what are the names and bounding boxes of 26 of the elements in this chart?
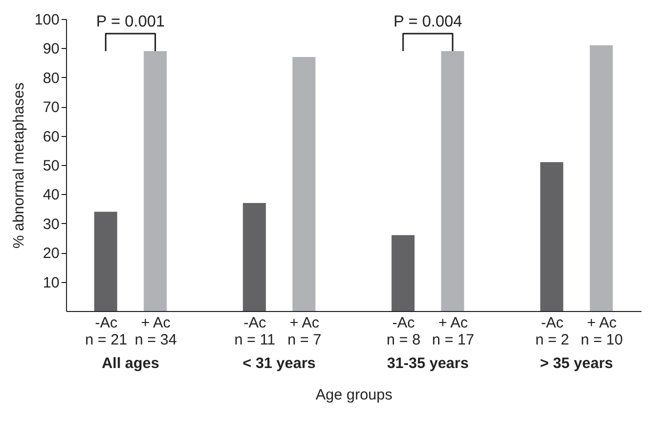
text: 31-35 years <box>386 355 469 372</box>
y-tick-label: 30 <box>42 216 60 233</box>
text: All ages <box>102 355 160 372</box>
y-tick-label: 50 <box>42 158 60 174</box>
annotation: P = 0.001 <box>96 14 165 31</box>
y-tick-label: 20 <box>42 245 60 262</box>
annotation: P = 0.004 <box>394 14 462 31</box>
x-tick-label: -Ac n = 8 <box>386 314 420 348</box>
y-tick-label: 60 <box>42 128 60 146</box>
y-tick-label: 100 <box>34 12 60 28</box>
y-tick-label: 40 <box>42 186 60 204</box>
x-axis-title: Age groups <box>316 386 392 404</box>
x-tick-label: + Ac n = 34 <box>134 314 177 348</box>
y-tick-label: 10 <box>42 274 60 292</box>
x-tick-label: + Ac n = 17 <box>432 314 474 348</box>
y-tick-label: 90 <box>42 40 60 58</box>
x-tick-label: -Ac n = 21 <box>85 314 128 348</box>
x-tick-label: -Ac n = 2 <box>535 314 570 348</box>
y-tick-label: 70 <box>42 99 60 116</box>
text: < 31 years <box>242 355 316 372</box>
y-tick-label: 80 <box>42 70 60 87</box>
x-tick-label: + Ac n = 10 <box>580 314 623 348</box>
y-axis-title: % abnormal metaphases <box>10 82 28 248</box>
x-tick-label: -Ac n = 11 <box>234 314 276 348</box>
x-tick-label: + Ac n = 7 <box>288 314 322 348</box>
text: > 35 years <box>540 355 614 372</box>
